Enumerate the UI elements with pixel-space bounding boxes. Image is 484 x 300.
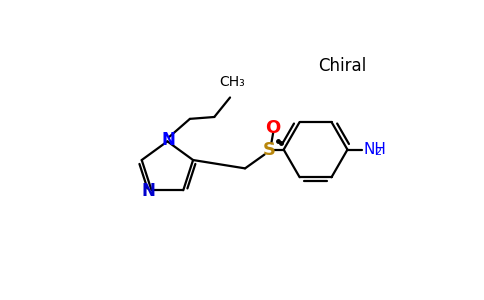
Text: CH₃: CH₃ [219, 75, 245, 89]
Text: N: N [142, 182, 156, 200]
Text: Chiral: Chiral [318, 57, 366, 75]
Text: NH: NH [363, 142, 386, 157]
Text: O: O [266, 119, 281, 137]
Text: 2: 2 [375, 147, 381, 157]
Text: S: S [263, 141, 276, 159]
Text: N: N [162, 131, 176, 149]
